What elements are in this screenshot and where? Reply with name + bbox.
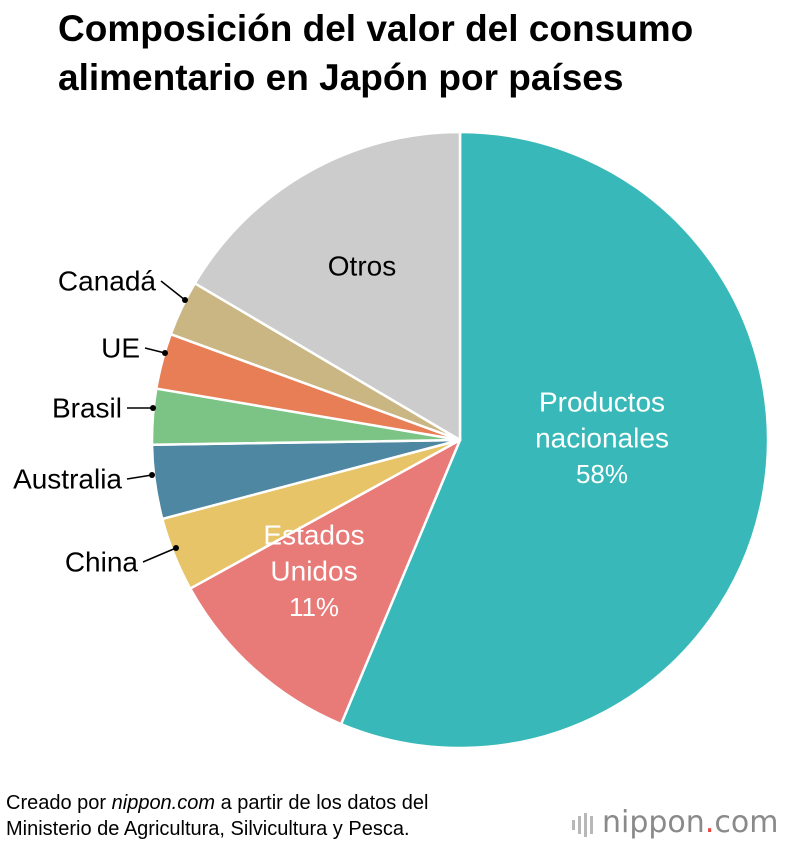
slice-label-otros: Otros	[328, 251, 396, 282]
logo-bars-icon	[572, 806, 596, 841]
leader-dot-australia	[149, 472, 155, 478]
slice-label-brasil: Brasil	[52, 393, 122, 424]
slice-label-ue: UE	[101, 333, 140, 364]
source-site: nippon.com	[111, 792, 216, 814]
leader-dot-brasil	[150, 405, 156, 411]
logo-dot: .	[704, 805, 715, 840]
pie-chart: Productos nacionales 58% Estados Unidos 11% Ch…	[13, 130, 770, 750]
pie-slice-productos-nacionales	[339, 130, 770, 750]
leader-line-china	[142, 547, 177, 563]
leader-dot-canada	[182, 297, 188, 303]
leader-dot-china	[173, 545, 179, 551]
chart-title-line-1: Composición del valor del consumo	[58, 8, 694, 49]
slice-label-productos-nacionales: nacionales	[535, 423, 669, 454]
pie-slice-otros	[193, 130, 462, 442]
source-note: Creado por nippon.com a partir de los da…	[6, 790, 429, 842]
slice-value-label-estados-unidos: 11%	[289, 592, 339, 622]
logo-suffix: com	[714, 805, 779, 840]
logo-name: nippon	[602, 805, 705, 840]
pie-slice-estados-unidos	[188, 438, 462, 726]
leader-dot-ue	[162, 350, 168, 356]
leader-line-ue	[144, 347, 166, 354]
leader-line-australia	[126, 474, 153, 480]
nippon-logo: nippon.com	[572, 805, 778, 845]
slice-label-estados-unidos: Estados	[263, 520, 364, 551]
slice-label-canada: Canadá	[58, 266, 157, 297]
chart-title: Composición del valor del consumo alimen…	[58, 4, 778, 102]
slice-label-china: China	[65, 547, 139, 578]
source-note-line-2: Ministerio de Agricultura, Silvicultura …	[6, 818, 410, 840]
slice-label-australia: Australia	[13, 464, 122, 495]
slice-value-label-productos-nacionales: 58%	[576, 459, 628, 489]
source-note-line-1: Creado por nippon.com a partir de los da…	[6, 792, 429, 814]
slice-label-estados-unidos: Unidos	[270, 556, 357, 587]
leader-line-canada	[160, 280, 186, 301]
chart-title-line-2: alimentario en Japón por países	[58, 57, 624, 98]
slice-label-productos-nacionales: Productos	[539, 387, 665, 418]
